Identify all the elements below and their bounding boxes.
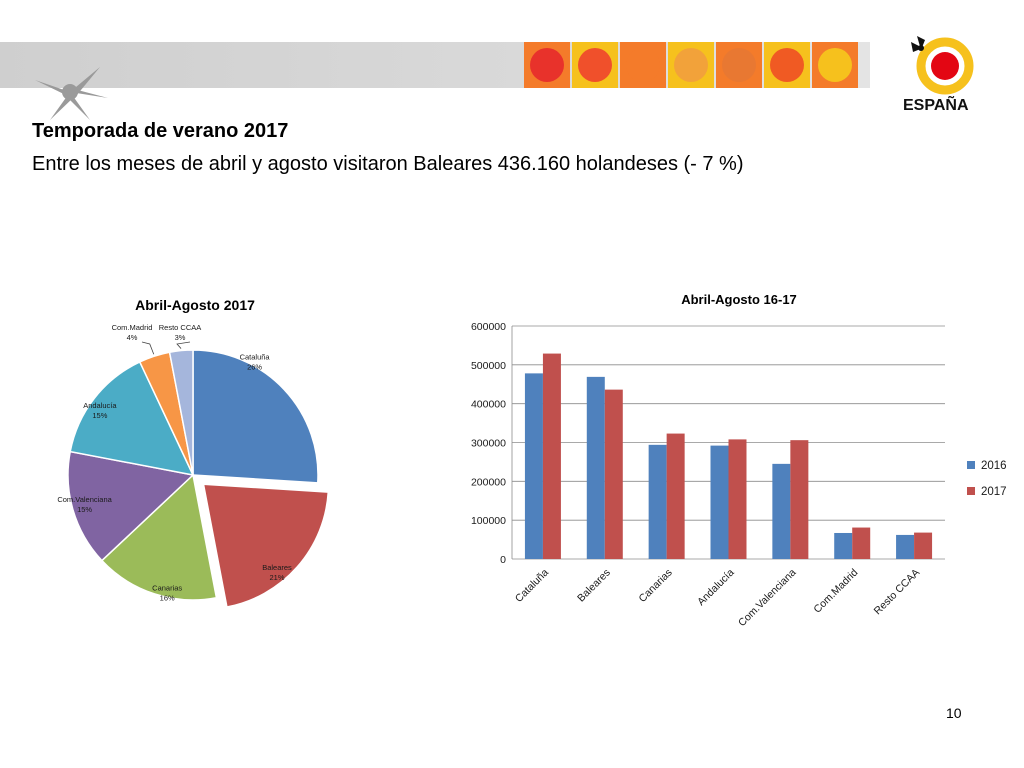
- x-tick-label-1: Baleares: [575, 567, 613, 605]
- pie-slice-2: [100, 473, 218, 601]
- bar-2017-6: [914, 532, 933, 559]
- pie-label-3: Com.Valenciana: [57, 495, 112, 504]
- pie-pct-label-5: 4%: [127, 333, 138, 342]
- bar-2016-5: [834, 532, 853, 559]
- x-tick-label-3: Andalucía: [695, 567, 737, 609]
- bar-2017-5: [852, 527, 871, 559]
- bar-2016-3: [710, 445, 729, 559]
- x-tick-label-6: Resto CCAA: [872, 567, 923, 618]
- x-tick-label-0: Cataluña: [513, 567, 551, 605]
- pie-label-1: Baleares: [262, 563, 292, 572]
- star-icon: [35, 67, 108, 120]
- bar-2016-6: [896, 534, 915, 559]
- pie-pct-label-3: 15%: [77, 505, 92, 514]
- tile-3: [668, 42, 714, 88]
- bar-2017-2: [666, 433, 685, 559]
- x-tick-label-2: Canarias: [637, 567, 675, 605]
- pie-pct-label-2: 16%: [160, 594, 175, 603]
- bar-chart-title: Abril-Agosto 16-17: [681, 292, 797, 307]
- legend-label-2017: 2017: [981, 486, 1007, 498]
- tile-1: [572, 42, 618, 88]
- tile-5: [764, 42, 810, 88]
- espana-logo: ESPAÑA: [903, 36, 974, 114]
- pie-slice-0: [192, 349, 319, 484]
- pie-label-5: Com.Madrid: [112, 323, 153, 332]
- pie-pct-label-6: 3%: [175, 333, 186, 342]
- pie-label-0: Cataluña: [240, 352, 271, 361]
- bar-2017-0: [542, 353, 561, 559]
- pie-slice-6: [168, 349, 194, 476]
- decorative-tiles: [524, 42, 858, 88]
- tile-2: [620, 42, 666, 88]
- bar-2017-1: [604, 389, 623, 559]
- tile-6: [812, 42, 858, 88]
- pie-pct-label-4: 15%: [92, 411, 107, 420]
- tile-0: [524, 42, 570, 88]
- pie-pct-label-0: 26%: [247, 362, 262, 371]
- bar-2016-1: [586, 376, 605, 559]
- legend-swatch-2016: [967, 461, 975, 469]
- pie-pct-label-1: 21%: [270, 573, 285, 582]
- tile-4: [716, 42, 762, 88]
- pie-label-2: Canarias: [152, 584, 182, 593]
- legend-label-2016: 2016: [981, 460, 1007, 472]
- bar-2017-4: [790, 440, 809, 559]
- pie-chart-title: Abril-Agosto 2017: [135, 297, 255, 313]
- bar-2016-4: [772, 463, 791, 559]
- pie-leader-line-6: [176, 341, 191, 349]
- pie-slice-1: [202, 483, 330, 608]
- y-tick-label-6: 600000: [471, 321, 506, 333]
- bar-2017-3: [728, 439, 747, 559]
- pie-label-6: Resto CCAA: [159, 323, 202, 332]
- slide-subheading: Entre los meses de abril y agosto visita…: [32, 153, 744, 175]
- x-tick-label-5: Com.Madrid: [811, 567, 860, 616]
- bar-chart: Abril-Agosto 16-17 0 100000 200000 300000 40…: [471, 292, 1007, 630]
- pie-slice-3: [67, 450, 195, 562]
- y-tick-label-5: 500000: [471, 360, 506, 372]
- x-tick-label-4: Com.Valenciana: [736, 567, 799, 630]
- pie-slice-4: [69, 360, 195, 477]
- pie-label-4: Andalucía: [83, 401, 117, 410]
- pie-leader-line-5: [141, 341, 155, 355]
- logo-text: ESPAÑA: [903, 94, 969, 114]
- y-tick-label-4: 400000: [471, 399, 506, 411]
- y-tick-label-1: 100000: [471, 515, 506, 527]
- bar-2016-2: [648, 444, 667, 559]
- y-tick-label-3: 300000: [471, 438, 506, 450]
- legend-swatch-2017: [967, 487, 975, 495]
- bar-2016-0: [524, 373, 543, 559]
- y-tick-label-2: 200000: [471, 476, 506, 488]
- y-tick-label-0: 0: [500, 554, 506, 566]
- slide-heading: Temporada de verano 2017: [32, 120, 289, 142]
- page-number: 10: [946, 705, 962, 721]
